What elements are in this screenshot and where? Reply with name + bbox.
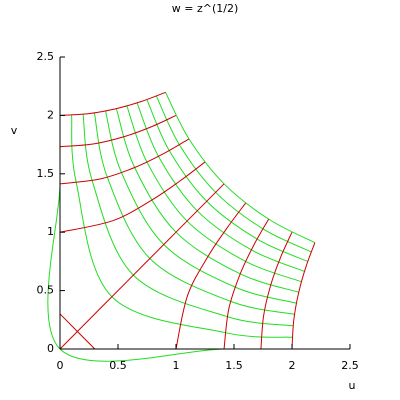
x-tick-label: 0 [57, 359, 64, 372]
y-tick-label: 1.5 [37, 167, 55, 180]
y-tick-label: 1 [47, 225, 54, 238]
x-tick-label: 2.5 [341, 359, 359, 372]
curve [59, 114, 177, 148]
curve [59, 183, 225, 350]
y-tick-label: 2.5 [37, 50, 55, 63]
chart-title: w = z^(1/2) [172, 2, 238, 15]
y-tick-label: 0.5 [37, 284, 55, 297]
curve [165, 92, 316, 244]
curve [260, 231, 293, 350]
curve [59, 138, 190, 185]
x-tick-label: 0.5 [109, 359, 127, 372]
y-tick-label: 0 [47, 342, 54, 355]
y-axis-label: v [11, 124, 18, 137]
y-tick-label: 2 [47, 108, 54, 121]
x-tick-label: 1 [173, 359, 180, 372]
curve [175, 202, 247, 350]
x-tick-label: 1.5 [225, 359, 243, 372]
x-tick-label: 2 [289, 359, 296, 372]
curve [59, 161, 206, 233]
curve [291, 242, 316, 350]
curve [59, 91, 166, 116]
curve [59, 313, 96, 350]
curve [223, 218, 270, 350]
x-axis-label: u [349, 379, 356, 392]
